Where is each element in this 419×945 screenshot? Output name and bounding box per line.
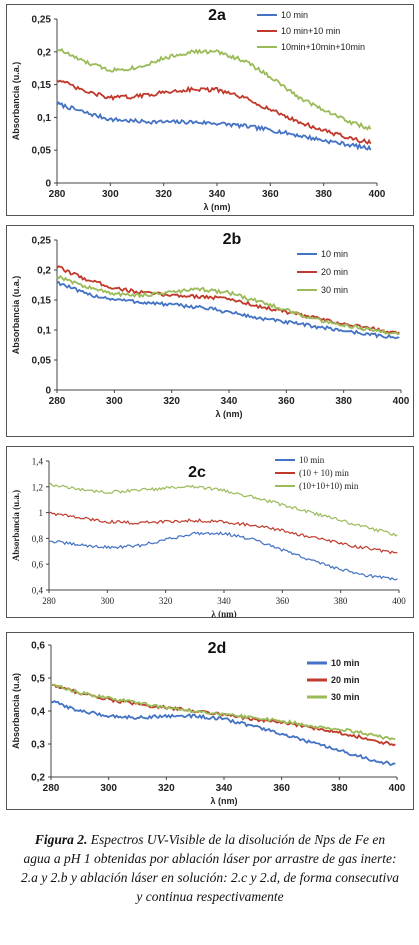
y-tick-label: 0,15	[32, 296, 52, 307]
chart-title: 2b	[223, 231, 242, 248]
chart-panel-2a: 0 0,05 0,1 0,15 0,2 0,25 280 300 320 340 360 380 400…	[6, 4, 414, 216]
legend-label: 20 min	[331, 675, 360, 685]
y-tick-label: 0,4	[32, 586, 44, 596]
x-axis-label: λ (nm)	[211, 796, 238, 806]
x-tick-label: 400	[392, 596, 406, 606]
series-line-1	[56, 101, 372, 151]
x-tick-label: 320	[163, 396, 180, 407]
x-tick-label: 300	[102, 189, 119, 200]
x-tick-label: 360	[262, 189, 279, 200]
y-axis-label: Absorbancia (u.a.)	[11, 490, 21, 561]
y-tick-label: 0,5	[31, 674, 45, 685]
legend-label: 10 min	[281, 10, 308, 20]
y-axis-label: Absorbancia (u.a.)	[11, 62, 21, 141]
y-axis-label: Absorbancia (u.a)	[11, 673, 21, 749]
x-tick-label: 380	[335, 396, 352, 407]
chart-title: 2c	[188, 464, 206, 481]
caption-text: Espectros UV-Visible de la disolución de…	[21, 832, 399, 904]
series-line-3	[56, 274, 400, 335]
legend-label: 10 min	[321, 249, 348, 259]
x-tick-label: 400	[389, 783, 406, 794]
x-tick-label: 320	[158, 783, 175, 794]
legend-label: 30 min	[331, 692, 360, 702]
x-tick-label: 300	[100, 783, 117, 794]
series-line-3	[56, 47, 372, 131]
legend-label: (10 + 10) min	[299, 468, 349, 478]
series-line-2	[56, 79, 372, 145]
y-tick-label: 0,8	[32, 534, 44, 544]
x-tick-label: 340	[216, 783, 233, 794]
y-tick-label: 0,4	[31, 707, 45, 718]
x-tick-label: 300	[106, 396, 123, 407]
y-tick-label: 0,1	[37, 113, 51, 124]
y-tick-label: 0,6	[31, 641, 45, 652]
y-tick-label: 0,6	[32, 560, 44, 570]
x-tick-label: 400	[369, 189, 386, 200]
y-tick-label: 0,05	[32, 356, 52, 367]
y-tick-label: 0,2	[31, 773, 45, 784]
legend-label: (10+10+10) min	[299, 481, 359, 491]
caption-label: Figura 2.	[34, 832, 88, 847]
series-line-1	[50, 700, 396, 766]
x-tick-label: 280	[49, 396, 66, 407]
y-tick-label: 0	[45, 179, 51, 190]
y-tick-label: 1,2	[32, 482, 43, 492]
series-line-1	[48, 531, 398, 581]
y-tick-label: 0,05	[32, 146, 52, 157]
x-tick-label: 340	[221, 396, 238, 407]
legend-label: 10 min	[299, 455, 325, 465]
x-tick-label: 280	[42, 596, 56, 606]
legend-label: 10min+10min+10min	[281, 42, 365, 52]
chart-2c: 0,4 0,6 0,8 1 1,2 1,4 280 300 320 340 360 380 400 λ (…	[11, 455, 406, 617]
x-tick-label: 320	[159, 596, 173, 606]
legend-label: 10 min	[331, 658, 360, 668]
x-tick-label: 400	[393, 396, 410, 407]
y-tick-label: 0	[45, 386, 51, 397]
figure-caption: Figura 2. Espectros UV-Visible de la dis…	[20, 830, 400, 906]
x-tick-label: 280	[43, 783, 60, 794]
y-tick-label: 0,1	[37, 326, 51, 337]
x-tick-label: 360	[273, 783, 290, 794]
x-tick-label: 380	[334, 596, 348, 606]
chart-2b: 0 0,05 0,1 0,15 0,2 0,25 280 300 320 340 360 380 400…	[11, 231, 410, 419]
chart-panel-2c: 0,4 0,6 0,8 1 1,2 1,4 280 300 320 340 360 380 400 λ (…	[6, 446, 414, 618]
chart-2a: 0 0,05 0,1 0,15 0,2 0,25 280 300 320 340 360 380 400…	[11, 7, 386, 212]
y-axis-label: Absorbancia (u.a.)	[11, 276, 21, 355]
x-tick-label: 380	[331, 783, 348, 794]
chart-title: 2a	[208, 7, 226, 24]
y-tick-label: 1,4	[32, 457, 44, 467]
series-line-1	[56, 280, 400, 340]
y-tick-label: 0,25	[32, 15, 52, 26]
series-line-3	[48, 482, 398, 537]
y-tick-label: 1	[39, 508, 44, 518]
y-tick-label: 0,15	[32, 80, 52, 91]
series-line-3	[50, 683, 396, 741]
x-tick-label: 300	[101, 596, 115, 606]
y-tick-label: 0,2	[37, 266, 51, 277]
y-tick-label: 0,2	[37, 47, 51, 58]
chart-panel-2b: 0 0,05 0,1 0,15 0,2 0,25 280 300 320 340 360 380 400…	[6, 225, 414, 437]
x-tick-label: 340	[217, 596, 231, 606]
y-tick-label: 0,25	[32, 236, 52, 247]
series-line-2	[48, 511, 398, 555]
x-tick-label: 280	[49, 189, 66, 200]
x-axis-label: λ (nm)	[204, 202, 231, 212]
x-tick-label: 340	[209, 189, 226, 200]
chart-title: 2d	[208, 640, 227, 657]
x-tick-label: 320	[155, 189, 172, 200]
legend-label: 20 min	[321, 267, 348, 277]
y-tick-label: 0,3	[31, 740, 45, 751]
legend-label: 10 min+10 min	[281, 26, 340, 36]
legend-label: 30 min	[321, 285, 348, 295]
x-tick-label: 360	[276, 596, 290, 606]
x-tick-label: 360	[278, 396, 295, 407]
chart-2d: 0,2 0,3 0,4 0,5 0,6 280 300 320 340 360 380 400 λ (n…	[11, 640, 406, 806]
chart-panel-2d: 0,2 0,3 0,4 0,5 0,6 280 300 320 340 360 380 400 λ (n…	[6, 632, 414, 810]
x-axis-label: λ (nm)	[216, 409, 243, 419]
x-tick-label: 380	[315, 189, 332, 200]
series-line-2	[56, 265, 400, 336]
x-axis-label: λ (nm)	[211, 609, 236, 617]
